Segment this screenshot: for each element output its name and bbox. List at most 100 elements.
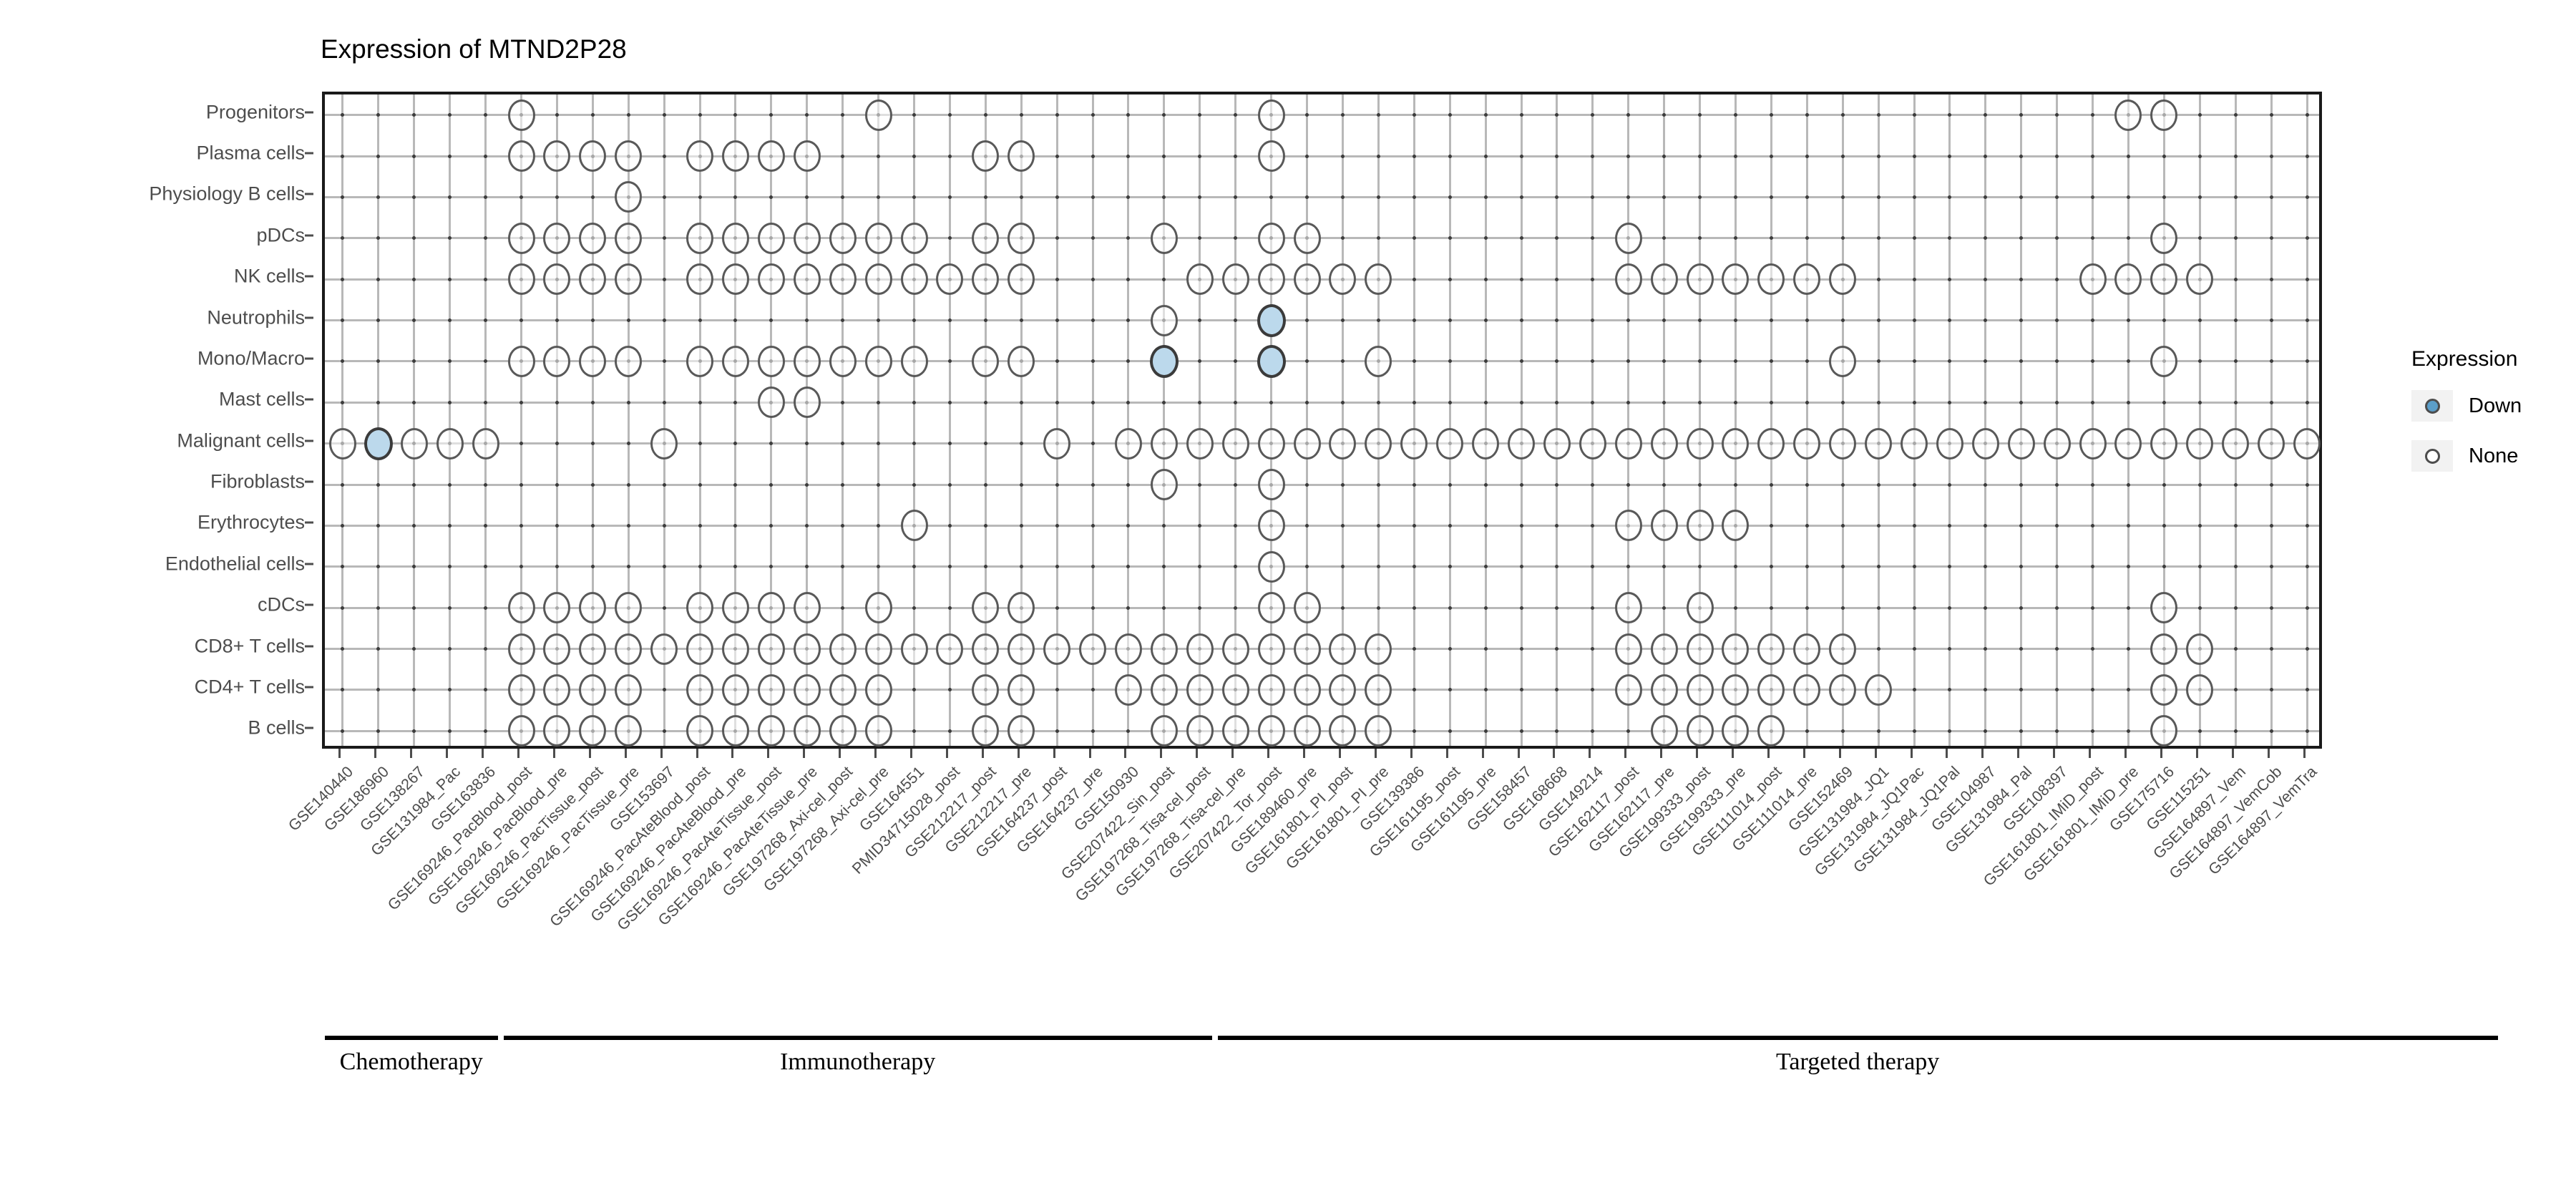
dot-none[interactable] — [721, 715, 749, 747]
dot-none[interactable] — [579, 674, 607, 706]
dot-none[interactable] — [793, 140, 821, 172]
dot-none[interactable] — [1293, 592, 1321, 624]
dot-none[interactable] — [1329, 715, 1357, 747]
dot-none[interactable] — [829, 222, 857, 254]
dot-none[interactable] — [2079, 263, 2107, 296]
dot-none[interactable] — [2007, 427, 2035, 460]
dot-none[interactable] — [829, 345, 857, 377]
dot-none[interactable] — [864, 222, 892, 254]
dot-none[interactable] — [1008, 140, 1035, 172]
dot-down[interactable] — [1257, 344, 1286, 378]
dot-none[interactable] — [1008, 715, 1035, 747]
dot-none[interactable] — [579, 222, 607, 254]
dot-none[interactable] — [1150, 674, 1178, 706]
dot-none[interactable] — [1757, 427, 1785, 460]
dot-none[interactable] — [1257, 99, 1285, 131]
dot-none[interactable] — [650, 633, 678, 665]
dot-none[interactable] — [1400, 427, 1428, 460]
dot-none[interactable] — [1329, 263, 1357, 296]
dot-none[interactable] — [2222, 427, 2250, 460]
dot-none[interactable] — [1650, 674, 1678, 706]
dot-none[interactable] — [615, 181, 643, 213]
dot-none[interactable] — [757, 387, 785, 419]
dot-none[interactable] — [686, 222, 714, 254]
dot-none[interactable] — [1293, 263, 1321, 296]
dot-none[interactable] — [1650, 427, 1678, 460]
dot-none[interactable] — [1257, 263, 1285, 296]
dot-none[interactable] — [1829, 345, 1857, 377]
dot-none[interactable] — [757, 633, 785, 665]
dot-none[interactable] — [972, 140, 1000, 172]
dot-none[interactable] — [1579, 427, 1606, 460]
dot-none[interactable] — [507, 222, 535, 254]
dot-none[interactable] — [972, 222, 1000, 254]
dot-none[interactable] — [1257, 674, 1285, 706]
dot-none[interactable] — [793, 592, 821, 624]
dot-none[interactable] — [1614, 592, 1642, 624]
dot-none[interactable] — [1829, 427, 1857, 460]
dot-none[interactable] — [579, 345, 607, 377]
dot-none[interactable] — [2150, 715, 2178, 747]
dot-none[interactable] — [1221, 674, 1249, 706]
dot-none[interactable] — [686, 633, 714, 665]
dot-none[interactable] — [1008, 633, 1035, 665]
dot-none[interactable] — [1971, 427, 1999, 460]
dot-none[interactable] — [1472, 427, 1500, 460]
dot-none[interactable] — [1757, 715, 1785, 747]
dot-none[interactable] — [864, 345, 892, 377]
dot-none[interactable] — [650, 427, 678, 460]
dot-none[interactable] — [972, 674, 1000, 706]
dot-none[interactable] — [1150, 304, 1178, 336]
dot-none[interactable] — [1257, 550, 1285, 583]
dot-none[interactable] — [1257, 633, 1285, 665]
dot-none[interactable] — [507, 674, 535, 706]
dot-none[interactable] — [1008, 345, 1035, 377]
dot-none[interactable] — [2150, 222, 2178, 254]
dot-none[interactable] — [1365, 633, 1392, 665]
dot-none[interactable] — [793, 674, 821, 706]
dot-none[interactable] — [1829, 263, 1857, 296]
dot-none[interactable] — [1186, 427, 1214, 460]
dot-none[interactable] — [829, 674, 857, 706]
dot-none[interactable] — [1757, 674, 1785, 706]
dot-none[interactable] — [900, 633, 928, 665]
dot-none[interactable] — [1150, 427, 1178, 460]
dot-none[interactable] — [2150, 592, 2178, 624]
dot-none[interactable] — [936, 263, 964, 296]
dot-none[interactable] — [2186, 633, 2214, 665]
dot-none[interactable] — [615, 222, 643, 254]
dot-none[interactable] — [2150, 427, 2178, 460]
dot-none[interactable] — [328, 427, 356, 460]
dot-none[interactable] — [721, 222, 749, 254]
dot-none[interactable] — [615, 345, 643, 377]
dot-none[interactable] — [1186, 263, 1214, 296]
dot-none[interactable] — [936, 633, 964, 665]
dot-none[interactable] — [2150, 674, 2178, 706]
dot-none[interactable] — [1221, 263, 1249, 296]
dot-none[interactable] — [1614, 674, 1642, 706]
dot-none[interactable] — [900, 345, 928, 377]
dot-none[interactable] — [721, 633, 749, 665]
dot-none[interactable] — [2150, 345, 2178, 377]
dot-none[interactable] — [1650, 263, 1678, 296]
dot-none[interactable] — [507, 592, 535, 624]
dot-none[interactable] — [757, 140, 785, 172]
dot-none[interactable] — [686, 263, 714, 296]
dot-none[interactable] — [1793, 427, 1821, 460]
dot-none[interactable] — [1150, 222, 1178, 254]
dot-none[interactable] — [864, 674, 892, 706]
dot-none[interactable] — [507, 99, 535, 131]
dot-none[interactable] — [1936, 427, 1963, 460]
dot-none[interactable] — [1114, 633, 1142, 665]
dot-none[interactable] — [900, 222, 928, 254]
dot-none[interactable] — [1508, 427, 1535, 460]
dot-none[interactable] — [2293, 427, 2321, 460]
dot-none[interactable] — [1650, 715, 1678, 747]
dot-none[interactable] — [793, 222, 821, 254]
dot-none[interactable] — [1293, 222, 1321, 254]
dot-none[interactable] — [1186, 633, 1214, 665]
dot-none[interactable] — [543, 674, 571, 706]
dot-none[interactable] — [1079, 633, 1107, 665]
dot-none[interactable] — [864, 263, 892, 296]
dot-none[interactable] — [864, 633, 892, 665]
